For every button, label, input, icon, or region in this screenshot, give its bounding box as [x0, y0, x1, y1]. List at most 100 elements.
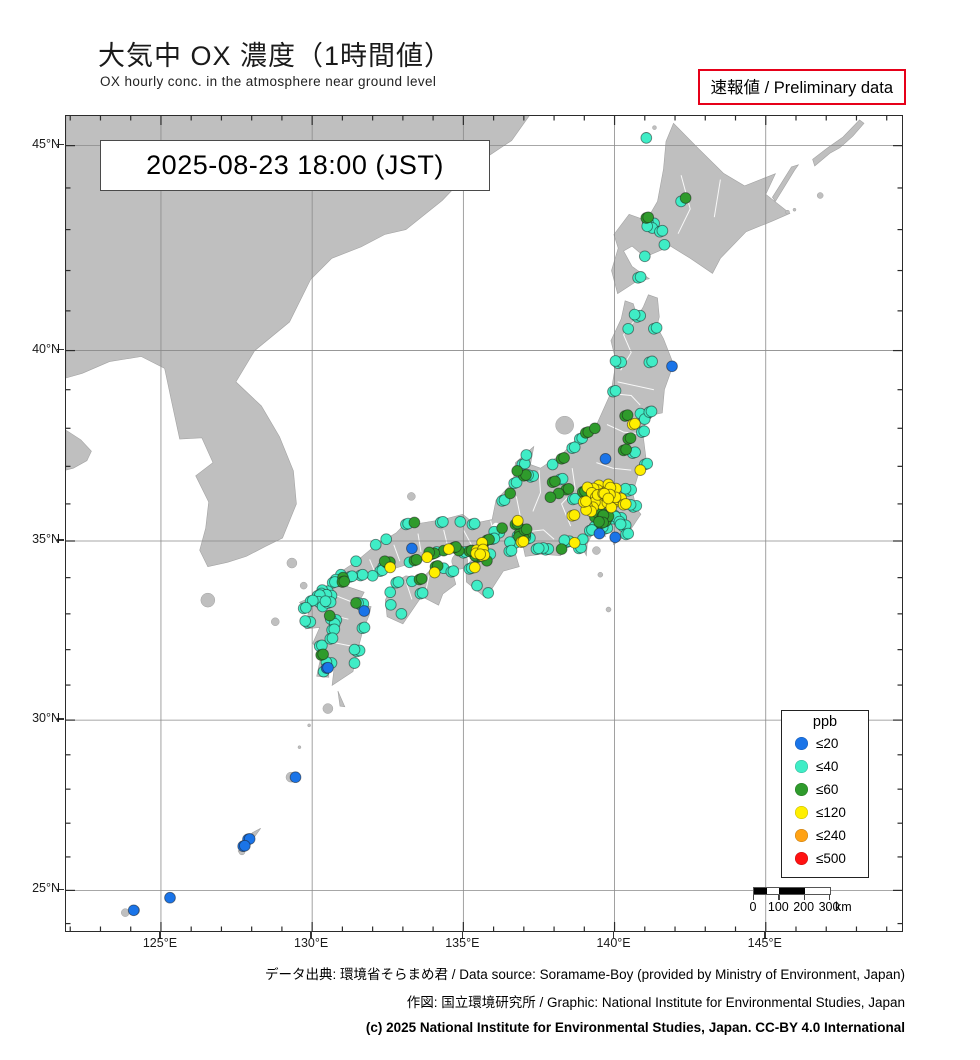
station-dot — [622, 527, 635, 540]
islet — [307, 723, 311, 728]
station-dot — [609, 531, 622, 544]
station-dot — [358, 605, 371, 617]
legend-dot-icon — [795, 737, 808, 750]
lat-axis-tick — [57, 143, 64, 146]
legend-entry: ≤20 — [782, 732, 868, 755]
lon-axis-tick — [764, 931, 766, 938]
islet — [597, 571, 604, 578]
station-dot — [622, 322, 635, 335]
station-dot — [555, 543, 568, 555]
lon-tick-label: 135°E — [445, 936, 480, 950]
station-dot — [504, 487, 517, 500]
station-dot — [589, 422, 601, 435]
station-dot — [505, 544, 518, 557]
legend-entry: ≤240 — [782, 824, 868, 847]
scale-bar-segments — [753, 887, 831, 895]
prefecture-border — [333, 642, 352, 647]
lon-axis-tick — [159, 931, 161, 938]
station-dot — [520, 449, 533, 461]
legend-label: ≤40 — [816, 759, 839, 774]
station-dot — [468, 561, 481, 574]
station-dot — [348, 643, 361, 656]
station-dot — [408, 516, 421, 529]
station-dot — [369, 538, 382, 551]
station-dot — [410, 553, 423, 566]
station-dot — [289, 771, 302, 784]
station-dots — [127, 132, 692, 917]
station-dot — [384, 586, 397, 599]
station-dot — [546, 458, 559, 471]
map-canvas: 2025-08-23 18:00 (JST) ppb ≤20 ≤40 ≤60 ≤120… — [65, 115, 903, 932]
station-dot — [238, 839, 251, 852]
station-dot — [471, 579, 483, 592]
lat-tick-label: 25°N — [32, 881, 60, 896]
station-dot — [348, 657, 361, 669]
station-dot — [482, 587, 495, 599]
station-dot — [428, 566, 441, 579]
legend-dot-icon — [795, 783, 808, 796]
land-tanegashima — [337, 690, 346, 708]
station-dot — [356, 568, 369, 581]
legend-dot-icon — [795, 852, 808, 865]
prefecture-border — [532, 470, 542, 512]
station-dot — [474, 548, 487, 561]
border-ticks — [66, 116, 902, 931]
prefecture-border — [596, 462, 632, 471]
station-dot — [511, 465, 524, 477]
station-dot — [437, 515, 449, 528]
islet — [286, 557, 298, 569]
scale-tick — [829, 895, 831, 900]
islet — [652, 125, 657, 130]
lat-axis-tick — [57, 718, 64, 720]
islet — [271, 617, 280, 627]
islet — [407, 492, 416, 501]
station-dot — [442, 543, 455, 555]
station-dot — [510, 476, 523, 489]
station-dot — [358, 621, 371, 634]
station-dot — [646, 355, 658, 368]
lon-axis-tick — [310, 931, 312, 938]
scale-tick — [803, 895, 805, 900]
station-dot — [319, 595, 332, 608]
prefecture-border — [713, 179, 721, 218]
islet — [592, 546, 601, 555]
station-dot — [306, 594, 319, 607]
prefecture-borders — [325, 175, 721, 647]
lat-tick-label: 30°N — [32, 711, 60, 726]
land-kunashir — [772, 164, 800, 202]
station-dot — [619, 498, 632, 510]
station-dot — [624, 432, 637, 444]
legend-label: ≤20 — [816, 736, 839, 751]
station-dot — [645, 405, 658, 418]
station-dot — [642, 211, 655, 224]
lon-tick-label: 145°E — [747, 936, 782, 950]
station-dot — [656, 224, 669, 237]
land-iturup — [812, 119, 865, 167]
station-dot — [384, 598, 397, 611]
station-dot — [395, 607, 408, 620]
lon-axis-tick — [612, 931, 615, 938]
islet — [816, 192, 824, 199]
station-dot — [549, 475, 561, 488]
station-dot — [679, 192, 692, 204]
station-dot — [447, 565, 460, 577]
islet — [792, 207, 797, 212]
station-dot — [558, 452, 570, 464]
station-dot — [517, 535, 530, 548]
station-dot — [350, 555, 362, 568]
station-dot — [164, 891, 176, 904]
station-dot — [568, 441, 581, 454]
station-dot — [127, 904, 140, 917]
footer-graphic-credit: 作図: 国立環境研究所 / Graphic: National Institut… — [406, 995, 905, 1010]
station-dot — [454, 515, 467, 528]
footer-data-source: データ出典: 環境省そらまめ君 / Data source: Soramame-… — [265, 967, 905, 982]
station-dot — [650, 321, 663, 334]
legend-dot-icon — [795, 829, 808, 842]
prefecture-border — [462, 529, 473, 547]
scale-tick-label: 300 — [818, 900, 840, 914]
scale-tick-label: 200 — [793, 900, 815, 914]
station-dot — [609, 384, 622, 397]
lon-tick-label: 125°E — [142, 936, 178, 950]
station-dot — [532, 542, 545, 555]
land-hokkaido — [611, 122, 791, 295]
